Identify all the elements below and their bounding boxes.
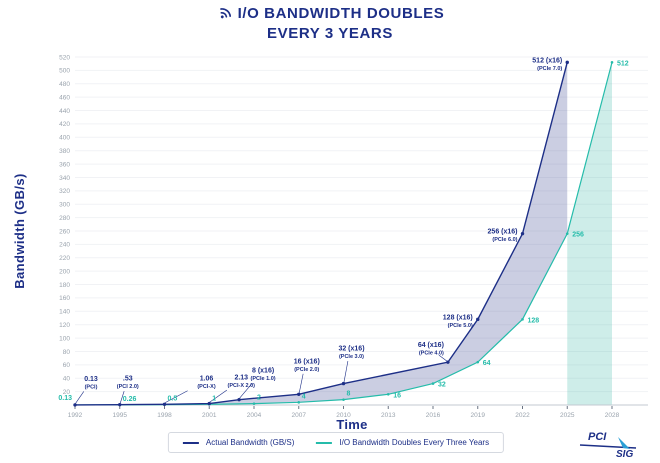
svg-text:520: 520 — [59, 54, 70, 61]
svg-text:(PCIe 1.0): (PCIe 1.0) — [251, 376, 276, 382]
svg-text:500: 500 — [59, 68, 70, 75]
svg-text:180: 180 — [59, 282, 70, 289]
title-line-2: EVERY 3 YEARS — [267, 25, 393, 42]
svg-text:380: 380 — [59, 148, 70, 155]
svg-text:1995: 1995 — [113, 412, 128, 419]
svg-text:480: 480 — [59, 81, 70, 88]
svg-text:1998: 1998 — [157, 412, 172, 419]
svg-text:1992: 1992 — [68, 412, 83, 419]
svg-text:128 (x16): 128 (x16) — [443, 314, 473, 321]
legend-swatch-teal — [316, 441, 333, 444]
svg-text:240: 240 — [59, 242, 70, 249]
chart-title: I/O BANDWIDTH DOUBLES EVERY 3 YEARS — [0, 5, 660, 42]
svg-text:340: 340 — [59, 175, 70, 182]
svg-text:256: 256 — [572, 232, 584, 239]
svg-text:(PCI-X 2.0): (PCI-X 2.0) — [227, 383, 255, 389]
logo-arrow — [618, 437, 630, 449]
svg-text:(PCI-X): (PCI-X) — [197, 384, 216, 390]
svg-text:32 (x16): 32 (x16) — [338, 346, 364, 353]
svg-text:1.06: 1.06 — [200, 375, 214, 382]
svg-text:0.26: 0.26 — [123, 396, 137, 403]
svg-text:64 (x16): 64 (x16) — [418, 342, 444, 349]
svg-text:.53: .53 — [123, 376, 133, 383]
svg-text:2028: 2028 — [605, 412, 620, 419]
svg-text:2007: 2007 — [292, 412, 307, 419]
pci-sig-logo: PCI SIG — [579, 431, 637, 460]
svg-text:20: 20 — [63, 389, 71, 396]
title-line-1: I/O BANDWIDTH DOUBLES — [237, 5, 445, 22]
svg-text:2001: 2001 — [202, 412, 217, 419]
svg-text:220: 220 — [59, 255, 70, 262]
svg-text:(PCIe 5.0): (PCIe 5.0) — [448, 323, 473, 329]
svg-text:8: 8 — [347, 391, 351, 398]
x-axis-label: Time — [336, 417, 368, 432]
svg-text:2016: 2016 — [426, 412, 441, 419]
svg-text:2013: 2013 — [381, 412, 396, 419]
svg-text:2010: 2010 — [336, 412, 351, 419]
svg-text:256 (x16): 256 (x16) — [488, 229, 518, 236]
svg-text:(PCI 2.0): (PCI 2.0) — [117, 384, 139, 390]
svg-text:0.5: 0.5 — [168, 396, 178, 403]
svg-text:32: 32 — [438, 382, 446, 389]
svg-text:1: 1 — [212, 395, 216, 402]
svg-text:(PCIe 7.0): (PCIe 7.0) — [537, 66, 562, 72]
svg-text:0.13: 0.13 — [84, 376, 98, 383]
svg-text:80: 80 — [63, 349, 71, 356]
svg-text:320: 320 — [59, 188, 70, 195]
svg-text:512: 512 — [617, 60, 629, 67]
svg-text:(PCIe 6.0): (PCIe 6.0) — [492, 237, 517, 243]
svg-text:2025: 2025 — [560, 412, 575, 419]
y-axis-label: Bandwidth (GB/s) — [12, 173, 27, 289]
svg-text:260: 260 — [59, 228, 70, 235]
svg-text:(PCIe 2.0): (PCIe 2.0) — [294, 367, 319, 373]
svg-text:360: 360 — [59, 161, 70, 168]
svg-text:100: 100 — [59, 335, 70, 342]
svg-text:60: 60 — [63, 362, 71, 369]
svg-text:(PCIe 4.0): (PCIe 4.0) — [419, 351, 444, 357]
wifi-icon — [219, 8, 231, 19]
svg-text:2019: 2019 — [471, 412, 486, 419]
svg-text:2022: 2022 — [515, 412, 530, 419]
svg-text:16 (x16): 16 (x16) — [294, 358, 320, 365]
legend-item-doubles: I/O Bandwidth Doubles Every Three Years — [316, 438, 489, 447]
svg-text:16: 16 — [393, 392, 401, 399]
svg-text:460: 460 — [59, 94, 70, 101]
svg-text:300: 300 — [59, 202, 70, 209]
svg-text:(PCIe 3.0): (PCIe 3.0) — [339, 354, 364, 360]
svg-text:200: 200 — [59, 268, 70, 275]
legend-label-actual: Actual Bandwidth (GB/S) — [205, 438, 295, 447]
svg-text:40: 40 — [63, 376, 71, 383]
logo-text-sig: SIG — [616, 449, 633, 460]
svg-text:120: 120 — [59, 322, 70, 329]
svg-text:8 (x16): 8 (x16) — [252, 368, 274, 375]
svg-text:420: 420 — [59, 121, 70, 128]
svg-text:128: 128 — [528, 317, 540, 324]
legend-label-doubles: I/O Bandwidth Doubles Every Three Years — [339, 438, 490, 447]
legend-item-actual: Actual Bandwidth (GB/S) — [182, 438, 295, 447]
svg-text:2: 2 — [257, 395, 261, 402]
svg-text:2.13: 2.13 — [234, 375, 248, 382]
svg-text:512 (x16): 512 (x16) — [532, 57, 562, 64]
svg-text:140: 140 — [59, 309, 70, 316]
svg-text:64: 64 — [483, 360, 491, 367]
svg-text:0.13: 0.13 — [58, 395, 72, 402]
chart-legend: Actual Bandwidth (GB/S) I/O Bandwidth Do… — [167, 432, 505, 453]
svg-text:160: 160 — [59, 295, 70, 302]
svg-text:2004: 2004 — [247, 412, 262, 419]
svg-text:440: 440 — [59, 108, 70, 115]
svg-text:280: 280 — [59, 215, 70, 222]
legend-swatch-navy — [182, 441, 199, 444]
svg-text:(PCI): (PCI) — [85, 384, 98, 390]
svg-text:4: 4 — [302, 393, 306, 400]
logo-text-pci: PCI — [588, 431, 607, 443]
svg-text:400: 400 — [59, 135, 70, 142]
